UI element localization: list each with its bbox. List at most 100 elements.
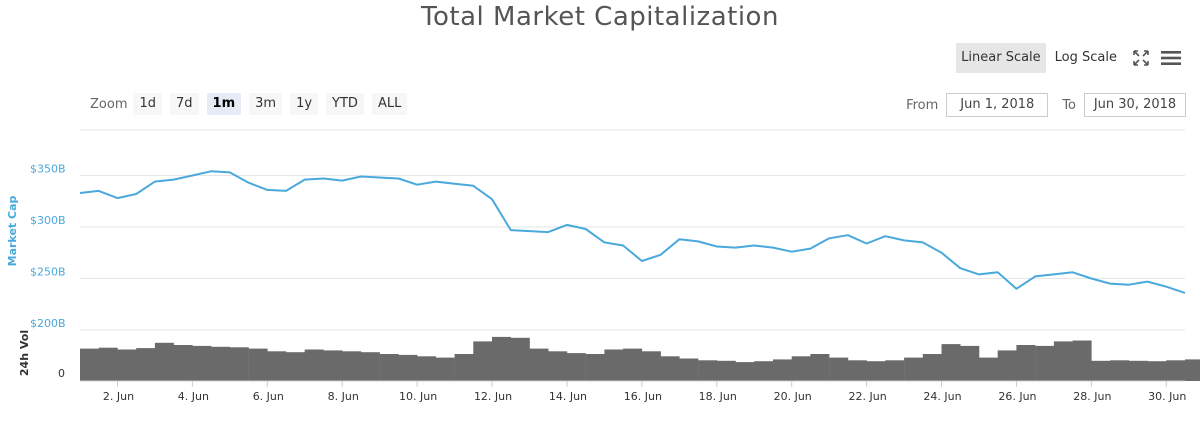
volume-bar <box>1091 360 1111 382</box>
x-tick-label: 10. Jun <box>399 390 437 403</box>
volume-bar <box>80 348 99 381</box>
volume-bar <box>454 354 474 381</box>
to-label: To <box>1062 97 1076 113</box>
zoom-label: Zoom <box>90 96 128 112</box>
volume-bar <box>829 357 849 381</box>
zoom-1y-button[interactable]: 1y <box>290 93 319 115</box>
market-cap-series-line <box>79 170 1186 294</box>
volume-bar <box>604 349 624 381</box>
volume-bar <box>360 352 380 381</box>
y-tick-label: $300B <box>30 214 66 227</box>
volume-bar <box>660 356 680 382</box>
volume-bar <box>229 347 249 382</box>
volume-bar <box>323 350 343 381</box>
volume-bar <box>304 349 324 381</box>
x-tick-label: 6. Jun <box>253 390 284 403</box>
volume-bar <box>1147 361 1167 381</box>
volume-bar <box>960 345 980 381</box>
y-axis-title-24h-vol: 24h Vol <box>18 330 31 376</box>
volume-bar <box>679 358 699 381</box>
to-date-input[interactable]: Jun 30, 2018 <box>1084 93 1186 117</box>
volume-bar <box>566 353 586 381</box>
volume-bar <box>885 360 905 381</box>
x-tick-label: 8. Jun <box>328 390 359 403</box>
scale-toolbar: Linear Scale Log Scale <box>952 42 1182 74</box>
volume-bar <box>98 347 118 381</box>
x-tick-label: 24. Jun <box>923 390 961 403</box>
volume-bar <box>510 337 530 381</box>
volume-bar <box>641 351 661 381</box>
x-tick-label: 22. Jun <box>849 390 887 403</box>
fullscreen-icon[interactable] <box>1130 47 1152 69</box>
x-tick-label: 28. Jun <box>1073 390 1111 403</box>
zoom-3m-button[interactable]: 3m <box>249 93 283 115</box>
volume-bar <box>1053 341 1073 381</box>
volume-bar <box>979 357 998 381</box>
y-axis-title-market-cap: Market Cap <box>6 196 19 267</box>
x-tick-label: 16. Jun <box>624 390 662 403</box>
zoom-all-button[interactable]: ALL <box>371 93 408 115</box>
volume-bar <box>136 348 156 381</box>
x-tick-label: 14. Jun <box>549 390 587 403</box>
volume-bar <box>623 348 643 381</box>
volume-bar <box>173 345 193 381</box>
volume-bar <box>248 348 268 381</box>
date-range-selector: From Jun 1, 2018 To Jun 30, 2018 <box>892 93 1186 117</box>
volume-zero-tick-label: 0 <box>58 367 65 380</box>
volume-bar <box>492 336 511 381</box>
x-tick-label: 26. Jun <box>998 390 1036 403</box>
volume-bar <box>698 360 718 381</box>
y-tick-label: $200B <box>30 317 66 330</box>
y-tick-label: $250B <box>30 265 66 278</box>
volume-bar <box>1035 345 1055 381</box>
volume-bar <box>529 348 549 381</box>
volume-bar <box>997 350 1017 381</box>
hamburger-menu-icon[interactable] <box>1160 47 1182 69</box>
volume-bar <box>1128 360 1148 382</box>
volume-bar <box>267 351 287 381</box>
volume-bar <box>473 341 493 381</box>
volume-bar <box>922 354 942 381</box>
volume-bar <box>435 357 455 381</box>
volume-bar <box>1166 360 1186 381</box>
volume-bar <box>379 354 399 381</box>
zoom-1d-button[interactable]: 1d <box>133 93 163 115</box>
volume-bar <box>211 346 231 381</box>
log-scale-button[interactable]: Log Scale <box>1054 50 1117 65</box>
volume-bar <box>1072 340 1092 381</box>
volume-bar <box>847 360 867 381</box>
x-tick-label: 4. Jun <box>178 390 209 403</box>
x-tick-label: 2. Jun <box>103 390 134 403</box>
x-tick-label: 12. Jun <box>474 390 512 403</box>
from-label: From <box>906 97 939 113</box>
volume-bar <box>904 357 924 381</box>
volume-bar <box>941 344 961 381</box>
y-tick-label: $350B <box>30 162 66 175</box>
volume-bar <box>754 361 774 381</box>
volume-bar <box>1016 345 1036 381</box>
volume-bar <box>810 354 830 381</box>
volume-bar <box>342 351 362 381</box>
x-tick-label: 20. Jun <box>774 390 812 403</box>
from-date-input[interactable]: Jun 1, 2018 <box>946 93 1049 117</box>
zoom-7d-button[interactable]: 7d <box>170 93 199 115</box>
volume-bar <box>398 354 418 381</box>
volume-bar <box>773 359 792 381</box>
linear-scale-button[interactable]: Linear Scale <box>956 43 1046 73</box>
volume-bar <box>417 356 437 382</box>
volume-bar <box>716 360 736 382</box>
volume-bar <box>735 362 755 381</box>
volume-bar <box>866 361 886 381</box>
zoom-ytd-button[interactable]: YTD <box>326 93 364 115</box>
chart-title: Total Market Capitalization <box>421 2 779 32</box>
volume-bar <box>117 349 137 381</box>
volume-bar <box>1110 360 1130 381</box>
volume-bar <box>192 345 212 381</box>
volume-bar <box>791 356 811 382</box>
zoom-1m-button[interactable]: 1m <box>206 93 242 115</box>
volume-bar <box>286 352 305 381</box>
x-tick-label: 18. Jun <box>699 390 737 403</box>
volume-bar <box>548 351 568 381</box>
zoom-toolbar: Zoom 1d 7d 1m 3m 1y YTD ALL <box>90 93 415 115</box>
